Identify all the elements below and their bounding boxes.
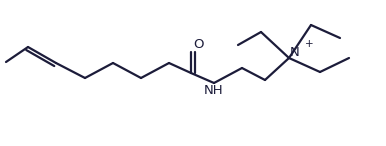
Text: NH: NH	[204, 84, 224, 97]
Text: O: O	[193, 38, 203, 51]
Text: N: N	[290, 46, 300, 59]
Text: +: +	[305, 39, 313, 49]
